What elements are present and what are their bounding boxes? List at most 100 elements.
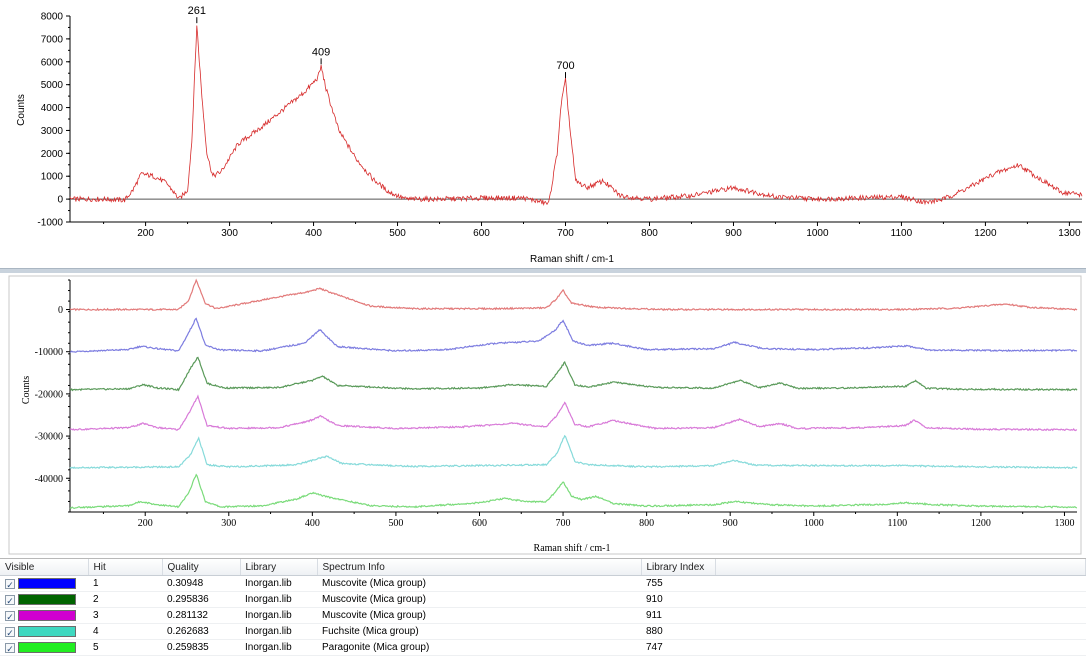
table-row[interactable]: ✓ 5 0.259835 Inorgan.lib Paragonite (Mica gr… xyxy=(0,639,1086,656)
x-tick-label: 700 xyxy=(556,518,571,529)
table-row[interactable]: ✓ 1 0.30948 Inorgan.lib Muscovite (Mica grou… xyxy=(0,575,1086,592)
visible-checkbox[interactable]: ✓ xyxy=(5,610,15,622)
library-cell: Inorgan.lib xyxy=(240,591,317,608)
x-tick-label: 600 xyxy=(473,228,490,239)
filler-cell xyxy=(715,575,1086,592)
quality-cell: 0.281132 xyxy=(162,607,240,624)
visible-checkbox[interactable]: ✓ xyxy=(5,594,15,606)
table-row[interactable]: ✓ 2 0.295836 Inorgan.lib Muscovite (Mica gro… xyxy=(0,591,1086,608)
visible-cell: ✓ xyxy=(0,607,88,624)
y-tick-label: 0 xyxy=(58,305,63,316)
x-tick-label: 200 xyxy=(138,518,153,529)
y-tick-label: 1000 xyxy=(41,172,64,183)
y-tick-label: 7000 xyxy=(41,34,64,45)
peak-label: 409 xyxy=(312,46,330,58)
col-header-filler xyxy=(715,559,1086,576)
y-tick-label: 4000 xyxy=(41,103,64,114)
library-index-cell: 755 xyxy=(641,575,715,592)
filler-cell xyxy=(715,607,1086,624)
peak-label: 261 xyxy=(188,5,206,17)
series-color-swatch[interactable] xyxy=(18,578,76,589)
col-header-library-index[interactable]: Library Index xyxy=(641,559,716,576)
x-tick-label: 500 xyxy=(389,228,406,239)
visible-checkbox[interactable]: ✓ xyxy=(5,578,15,590)
hit-cell: 2 xyxy=(88,591,162,608)
spectrum-info-cell: Muscovite (Mica group) xyxy=(317,591,641,608)
y-tick-label: 3000 xyxy=(41,126,64,137)
y-tick-label: 0 xyxy=(57,195,63,206)
series-color-swatch[interactable] xyxy=(18,610,76,621)
top-x-axis-label: Raman shift / cm-1 xyxy=(530,254,614,265)
spectrum-series-1 xyxy=(69,278,1078,312)
quality-cell: 0.295836 xyxy=(162,591,240,608)
y-tick-label: -20000 xyxy=(35,389,63,400)
spectrum-series-2 xyxy=(69,317,1078,353)
series-color-swatch[interactable] xyxy=(18,594,76,605)
quality-cell: 0.30948 xyxy=(162,575,240,592)
bottom-y-axis-label: Counts xyxy=(21,376,32,404)
visible-checkbox[interactable]: ✓ xyxy=(5,642,15,654)
x-tick-label: 900 xyxy=(725,228,742,239)
y-tick-label: 5000 xyxy=(41,80,64,91)
y-tick-label: -1000 xyxy=(37,218,63,229)
spectrum-info-cell: Fuchsite (Mica group) xyxy=(317,623,641,640)
spectrum-series-5 xyxy=(69,434,1078,470)
hit-cell: 3 xyxy=(88,607,162,624)
x-tick-label: 900 xyxy=(723,518,738,529)
visible-checkbox[interactable]: ✓ xyxy=(5,626,15,638)
bottom-spectra-chart: 200 300 400 500 600 700 800 900 1000 1100 1200 1300… xyxy=(8,275,1082,555)
spectrum-series-6 xyxy=(69,473,1078,510)
x-tick-label: 500 xyxy=(388,518,403,529)
col-header-visible[interactable]: Visible xyxy=(0,559,89,576)
col-header-library[interactable]: Library xyxy=(240,559,318,576)
table-header-row: Visible Hit Quality Library Spectrum Inf… xyxy=(0,559,1086,576)
spectrum-info-cell: Muscovite (Mica group) xyxy=(317,607,641,624)
quality-cell: 0.259835 xyxy=(162,639,240,656)
col-header-spectrum-info[interactable]: Spectrum Info xyxy=(317,559,642,576)
x-tick-label: 700 xyxy=(557,228,574,239)
x-tick-label: 1100 xyxy=(891,228,913,239)
y-tick-label: 6000 xyxy=(41,57,64,68)
x-tick-label: 1200 xyxy=(971,518,991,529)
y-tick-label: 8000 xyxy=(41,12,64,23)
bottom-chart-frame xyxy=(8,275,1082,555)
spectrum-series-4 xyxy=(69,394,1078,432)
panel-divider[interactable] xyxy=(0,268,1086,273)
x-tick-label: 1000 xyxy=(806,228,829,239)
series-color-swatch[interactable] xyxy=(18,626,76,637)
library-index-cell: 910 xyxy=(641,591,715,608)
spectrum-info-cell: Muscovite (Mica group) xyxy=(317,575,641,592)
bottom-x-axis-label: Raman shift / cm-1 xyxy=(534,543,611,554)
peak-label: 700 xyxy=(556,60,574,72)
x-tick-label: 800 xyxy=(641,228,658,239)
x-tick-label: 800 xyxy=(639,518,654,529)
spectrum-info-cell: Paragonite (Mica group) xyxy=(317,639,641,656)
spectrum-series-3 xyxy=(69,356,1078,392)
series-color-swatch[interactable] xyxy=(18,642,76,653)
search-results-panel: Visible Hit Quality Library Spectrum Inf… xyxy=(0,558,1086,656)
visible-cell: ✓ xyxy=(0,591,88,608)
table-row[interactable]: ✓ 4 0.262683 Inorgan.lib Fuchsite (Mica grou… xyxy=(0,623,1086,640)
y-tick-label: 2000 xyxy=(41,149,64,160)
x-tick-label: 1300 xyxy=(1054,518,1074,529)
filler-cell xyxy=(715,623,1086,640)
filler-cell xyxy=(715,639,1086,656)
x-tick-label: 300 xyxy=(221,228,238,239)
library-cell: Inorgan.lib xyxy=(240,623,317,640)
library-cell: Inorgan.lib xyxy=(240,575,317,592)
hit-cell: 5 xyxy=(88,639,162,656)
visible-cell: ✓ xyxy=(0,623,88,640)
library-cell: Inorgan.lib xyxy=(240,639,317,656)
bottom-plot-area: 200 300 400 500 600 700 800 900 1000 1100 1200 1300… xyxy=(35,278,1078,529)
top-y-axis-label: Counts xyxy=(16,94,27,126)
x-tick-label: 600 xyxy=(472,518,487,529)
table-row[interactable]: ✓ 3 0.281132 Inorgan.lib Muscovite (Mica gro… xyxy=(0,607,1086,624)
quality-cell: 0.262683 xyxy=(162,623,240,640)
library-index-cell: 747 xyxy=(641,639,715,656)
hit-cell: 4 xyxy=(88,623,162,640)
col-header-hit[interactable]: Hit xyxy=(88,559,163,576)
x-tick-label: 1100 xyxy=(888,518,908,529)
y-tick-label: -30000 xyxy=(35,432,63,443)
hit-rows: ✓ 1 0.30948 Inorgan.lib Muscovite (Mica grou… xyxy=(0,575,1086,656)
col-header-quality[interactable]: Quality xyxy=(162,559,241,576)
